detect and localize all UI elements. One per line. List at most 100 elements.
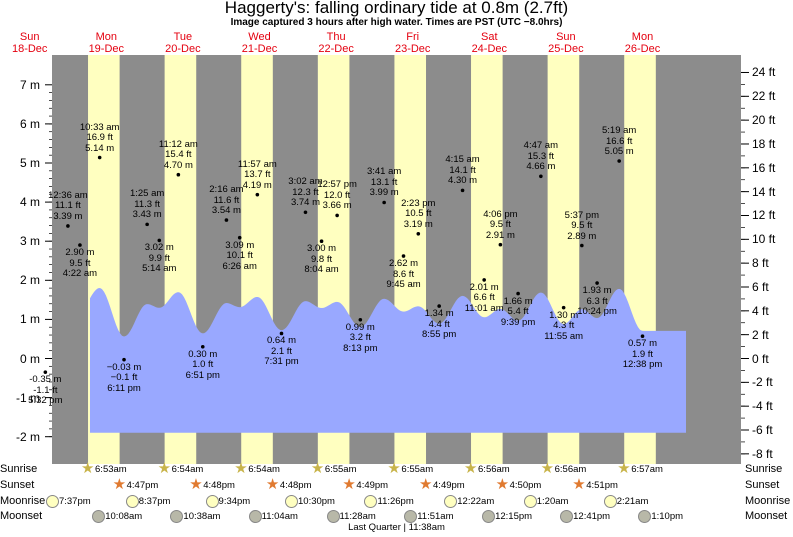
low-tide-point xyxy=(516,291,520,296)
day-name: Fri xyxy=(406,31,420,43)
left-axis-label: 6 m xyxy=(19,116,40,131)
low-tide-label: 3.02 m 9.9 ft 5:14 am xyxy=(142,242,177,275)
sunset-time: 4:50pm xyxy=(509,480,542,491)
day-name: Sun xyxy=(19,31,40,43)
moonrise-time: 7:37pm xyxy=(58,496,91,507)
day-date: 18-Dec xyxy=(11,43,48,55)
sunset-icon: ★ xyxy=(112,476,127,493)
high-tide-label: 2:16 am 11.6 ft 3.54 m xyxy=(209,184,244,217)
high-tide-point xyxy=(580,243,584,248)
low-tide-point xyxy=(279,331,284,336)
high-tide-label: 4:06 pm 9.5 ft 2.91 m xyxy=(483,208,518,241)
left-axis-label: 4 m xyxy=(19,195,40,210)
high-tide-point xyxy=(66,224,70,228)
right-axis-label: 4 ft xyxy=(752,303,769,318)
moonrise-icon xyxy=(603,495,617,508)
high-tide-point xyxy=(498,242,503,247)
chart-subtitle: Image captured 3 hours after high water.… xyxy=(230,17,563,28)
right-axis-label: -2 ft xyxy=(752,375,773,390)
high-tide-label: 3:41 am 13.1 ft 3.99 m xyxy=(366,166,402,199)
sunset-time: 4:48pm xyxy=(279,480,312,491)
sunrise-time: 6:54am xyxy=(171,464,204,475)
high-tide-label: 5:19 am 16.6 ft 5.05 m xyxy=(602,125,637,158)
moonset-time: 11:51am xyxy=(417,511,454,522)
right-axis-label: 8 ft xyxy=(752,256,769,271)
sunrise-icon: ★ xyxy=(617,460,631,477)
low-tide-label: 0.57 m 1.9 ft 12:38 pm xyxy=(622,338,663,371)
day-date: 25-Dec xyxy=(548,43,584,55)
sunset-icon: ★ xyxy=(572,476,586,493)
day-date: 23-Dec xyxy=(394,43,431,55)
right-axis-label: 16 ft xyxy=(752,160,776,175)
day-name: Wed xyxy=(248,31,271,43)
day-date: 19-Dec xyxy=(88,43,125,55)
moonset-time: 10:08am xyxy=(105,511,143,522)
moonset-time: 1:10pm xyxy=(651,511,684,522)
high-tide-point xyxy=(97,155,102,160)
sunrise-time: 6:53am xyxy=(95,464,127,475)
sunrise-icon: ★ xyxy=(234,460,248,477)
moonrise-time: 11:26pm xyxy=(377,496,414,507)
left-axis-label: 2 m xyxy=(19,273,40,288)
moonset-row-label-left: Moonset xyxy=(0,510,43,522)
high-tide-label: 4:47 am 15.3 ft 4.66 m xyxy=(523,140,558,173)
sunset-time: 4:47pm xyxy=(126,480,159,491)
high-tide-label: 10:33 am 16.9 ft 5.14 m xyxy=(79,121,120,154)
low-tide-point xyxy=(437,304,441,308)
sunset-icon: ★ xyxy=(189,476,203,493)
sunrise-icon: ★ xyxy=(157,460,172,477)
low-tide-label: 2.62 m 8.6 ft 9:45 am xyxy=(386,258,421,291)
high-tide-point xyxy=(416,231,421,236)
moonrise-time: 12:22am xyxy=(457,496,495,507)
high-tide-label: 11:57 am 13.7 ft 4.19 m xyxy=(237,158,277,191)
sunrise-row-label-right: Sunrise xyxy=(745,463,783,475)
high-tide-label: 12:57 pm 12.0 ft 3.66 m xyxy=(317,179,357,212)
moonrise-icon xyxy=(523,495,537,508)
moonrise-time: 8:37pm xyxy=(138,496,171,507)
right-axis-label: 22 ft xyxy=(752,89,776,104)
high-tide-label: 11:12 am 15.4 ft 4.70 m xyxy=(158,138,198,171)
high-tide-label: 4:15 am 14.1 ft 4.30 m xyxy=(445,154,480,187)
right-axis-label: 24 ft xyxy=(752,65,776,80)
high-tide-point xyxy=(335,213,339,218)
right-axis-label: 18 ft xyxy=(752,136,776,151)
high-tide-point xyxy=(176,172,181,177)
left-axis-label: 7 m xyxy=(19,77,40,92)
right-axis-label: 2 ft xyxy=(752,327,769,342)
low-tide-point xyxy=(200,344,205,349)
sunset-icon: ★ xyxy=(265,476,280,493)
moonset-icon xyxy=(560,510,574,523)
sunset-time: 4:51pm xyxy=(586,480,618,491)
low-tide-point xyxy=(640,334,645,339)
moonset-time: 12:41pm xyxy=(573,511,611,522)
high-tide-point xyxy=(224,218,229,222)
moonset-icon xyxy=(248,510,262,523)
right-axis-label: 12 ft xyxy=(752,208,776,223)
sunset-icon: ★ xyxy=(495,476,510,493)
low-tide-label: 1.34 m 4.4 ft 8:55 pm xyxy=(421,308,457,341)
high-tide-label: 3:02 am 12.3 ft 3.74 m xyxy=(288,176,323,209)
low-tide-point xyxy=(561,305,566,310)
low-tide-label: 3.09 m 10.1 ft 6:26 am xyxy=(222,239,257,272)
moonrise-time: 2:21am xyxy=(616,496,649,507)
high-tide-point xyxy=(617,159,621,163)
sunrise-icon: ★ xyxy=(310,460,325,477)
day-name: Sat xyxy=(481,31,498,43)
moonset-time: 10:38am xyxy=(183,511,221,522)
low-tide-label: 0.99 m 3.2 ft 8:13 pm xyxy=(343,321,378,354)
left-axis-label: -2 m xyxy=(16,429,40,444)
sunrise-row-label-left: Sunrise xyxy=(0,463,38,475)
sunrise-icon: ★ xyxy=(81,460,95,477)
sunrise-icon: ★ xyxy=(464,460,478,477)
high-tide-point xyxy=(539,174,543,179)
sunrise-time: 6:57am xyxy=(631,464,663,475)
low-tide-point xyxy=(401,254,406,258)
low-tide-point xyxy=(595,281,599,285)
sunset-time: 4:49pm xyxy=(433,480,465,491)
right-axis-label: -4 ft xyxy=(752,399,773,414)
high-tide-label: 5:37 pm 9.5 ft 2.89 m xyxy=(564,209,599,242)
right-axis-label: 14 ft xyxy=(752,184,776,199)
moonset-row-label-right: Moonset xyxy=(745,510,788,522)
low-tide-point xyxy=(122,357,126,362)
